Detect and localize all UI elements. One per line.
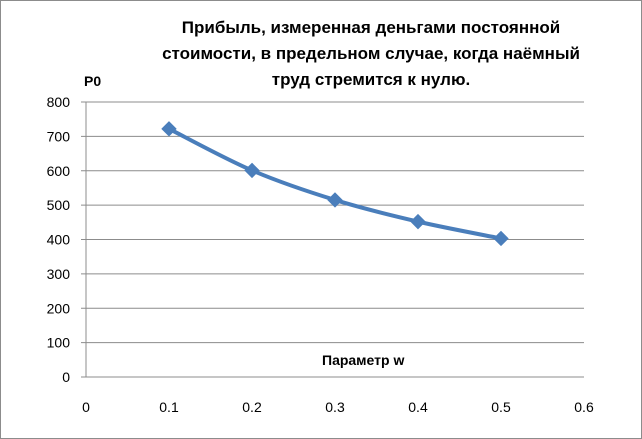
y-tick-label: 600 (47, 163, 71, 179)
data-point-marker (244, 162, 260, 179)
data-point-marker (327, 192, 343, 208)
series-line-0 (167, 126, 503, 241)
chart-title: Прибыль, измеренная деньгами постоянной … (162, 18, 580, 89)
x-tick-label: 0.5 (491, 399, 511, 415)
x-axis-label: Параметр w (322, 352, 404, 368)
y-tick-label: 100 (47, 335, 71, 351)
y-axis-label: P0 (84, 73, 101, 89)
y-tick-label: 400 (47, 232, 71, 248)
y-tick-label: 0 (62, 369, 70, 385)
y-tick-label: 500 (47, 197, 71, 213)
data-point-marker (161, 121, 177, 137)
data-point-marker (410, 213, 426, 230)
y-tick-label: 800 (47, 94, 71, 110)
x-tick-label: 0.1 (159, 399, 179, 415)
x-tick-label: 0.3 (325, 399, 345, 415)
x-axis-ticks: 0 0.1 0.2 0.3 0.4 0.5 0.6 (82, 399, 594, 415)
series-layer (161, 121, 509, 247)
x-tick-label: 0.6 (574, 399, 594, 415)
y-tick-label: 200 (47, 300, 71, 316)
x-tick-label: 0.2 (242, 399, 262, 415)
x-tick-label: 0.4 (408, 399, 428, 415)
y-tick-label: 300 (47, 266, 71, 282)
gridlines (86, 101, 584, 344)
y-tick-label: 700 (47, 128, 71, 144)
data-point-marker (493, 230, 509, 247)
y-axis-ticks: 0 100 200 300 400 500 600 700 800 (47, 94, 86, 385)
x-tick-label: 0 (82, 399, 90, 415)
